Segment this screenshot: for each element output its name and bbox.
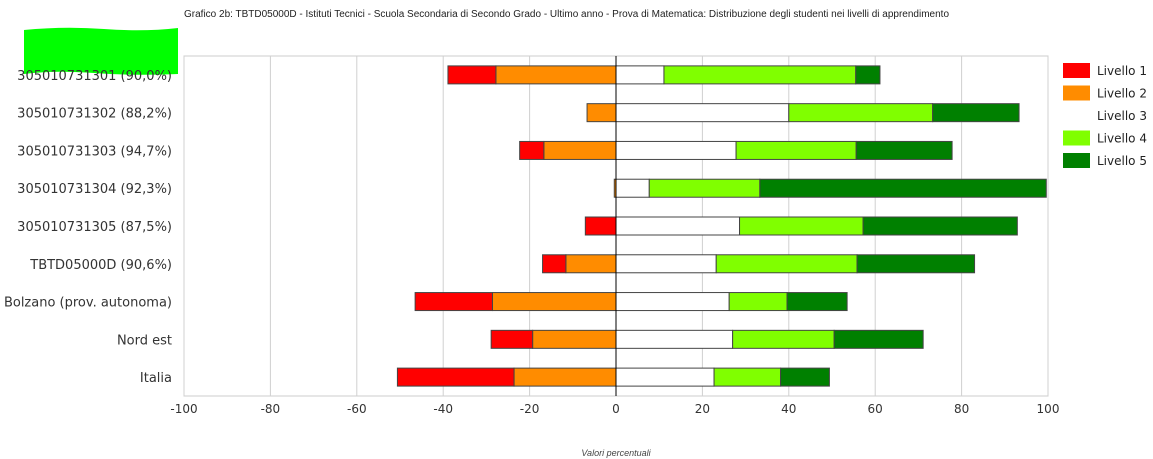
category-label: 305010731305 (87,5%) — [17, 220, 172, 235]
bar-segment — [855, 140, 953, 160]
x-tick-label: 100 — [1037, 402, 1060, 416]
x-tick-label: 80 — [954, 402, 969, 416]
legend-swatch — [1063, 63, 1090, 78]
legend-swatch — [1063, 85, 1090, 101]
bar-segment — [586, 103, 617, 123]
category-label: 305010731303 (94,7%) — [17, 144, 172, 159]
bar-segment — [615, 367, 715, 387]
x-tick-label: 60 — [868, 402, 883, 416]
category-label: 305010731304 (92,3%) — [17, 182, 172, 197]
x-tick-labels: -100 -80 -60 -40 -20 0 20 40 60 80 100 — [170, 402, 1059, 416]
x-tick-label: -100 — [170, 402, 197, 416]
legend: Livello 1 Livello 2 Livello 3 Livello 4 Live… — [1063, 63, 1147, 168]
x-tick-label: -40 — [433, 402, 453, 416]
category-label: Bolzano (prov. autonoma) — [4, 296, 172, 311]
bar-segment — [519, 140, 545, 160]
bar-segment — [543, 140, 617, 160]
bar-segment — [739, 216, 864, 236]
x-tick-label: -60 — [347, 402, 367, 416]
bar-segment — [615, 178, 650, 198]
bar-segment — [532, 329, 617, 349]
bar-segment — [615, 65, 665, 85]
bar-segment — [715, 254, 858, 274]
x-tick-label: 0 — [612, 402, 620, 416]
legend-label: Livello 3 — [1097, 109, 1147, 123]
bar-segment — [788, 103, 934, 123]
bar-segment — [862, 216, 1018, 236]
bar-segment — [490, 329, 534, 349]
legend-label: Livello 1 — [1097, 64, 1147, 78]
x-tick-label: -20 — [520, 402, 540, 416]
category-label: TBTD05000D (90,6%) — [29, 258, 172, 273]
bar-segment — [396, 367, 515, 387]
bar-segment — [663, 65, 857, 85]
bar-segment — [786, 292, 848, 312]
legend-label: Livello 4 — [1097, 132, 1147, 146]
bar-segment — [732, 329, 835, 349]
bar-segment — [780, 367, 830, 387]
bar-segment — [513, 367, 617, 387]
bar-segment — [932, 103, 1020, 123]
bars — [396, 65, 1047, 387]
green-redaction-mark — [24, 26, 178, 76]
category-label: Italia — [140, 371, 172, 386]
x-tick-label: -80 — [261, 402, 281, 416]
bar-segment — [615, 329, 734, 349]
bar-segment — [542, 254, 567, 274]
legend-label: Livello 5 — [1097, 154, 1147, 168]
bar-segment — [447, 65, 497, 85]
bar-segment — [615, 216, 741, 236]
legend-swatch — [1063, 153, 1090, 168]
bar-segment — [615, 140, 737, 160]
legend-label: Livello 2 — [1097, 87, 1147, 101]
bar-segment — [735, 140, 857, 160]
chart-title: Grafico 2b: TBTD05000D - Istituti Tecnic… — [184, 9, 950, 20]
legend-swatch — [1063, 130, 1090, 146]
bar-segment — [584, 216, 617, 236]
bar-segment — [648, 178, 761, 198]
category-label: 305010731302 (88,2%) — [17, 107, 172, 122]
bar-segment — [713, 367, 782, 387]
category-labels: 305010731301 (90,0%) 305010731302 (88,2%)… — [4, 69, 172, 386]
bar-segment — [414, 292, 493, 312]
bar-segment — [491, 292, 617, 312]
bar-segment — [833, 329, 924, 349]
category-label: Nord est — [117, 333, 172, 348]
bar-segment — [728, 292, 788, 312]
bar-segment — [495, 65, 617, 85]
bar-segment — [615, 103, 790, 123]
x-tick-label: 40 — [781, 402, 796, 416]
bar-segment — [856, 254, 976, 274]
category-label: 305010731301 (90,0%) — [17, 69, 172, 84]
bar-segment — [615, 292, 730, 312]
x-tick-label: 20 — [695, 402, 710, 416]
bar-segment — [565, 254, 617, 274]
bar-segment — [855, 65, 881, 85]
bar-segment — [759, 178, 1047, 198]
x-axis-label: Valori percentuali — [581, 448, 651, 458]
bar-segment — [615, 254, 717, 274]
